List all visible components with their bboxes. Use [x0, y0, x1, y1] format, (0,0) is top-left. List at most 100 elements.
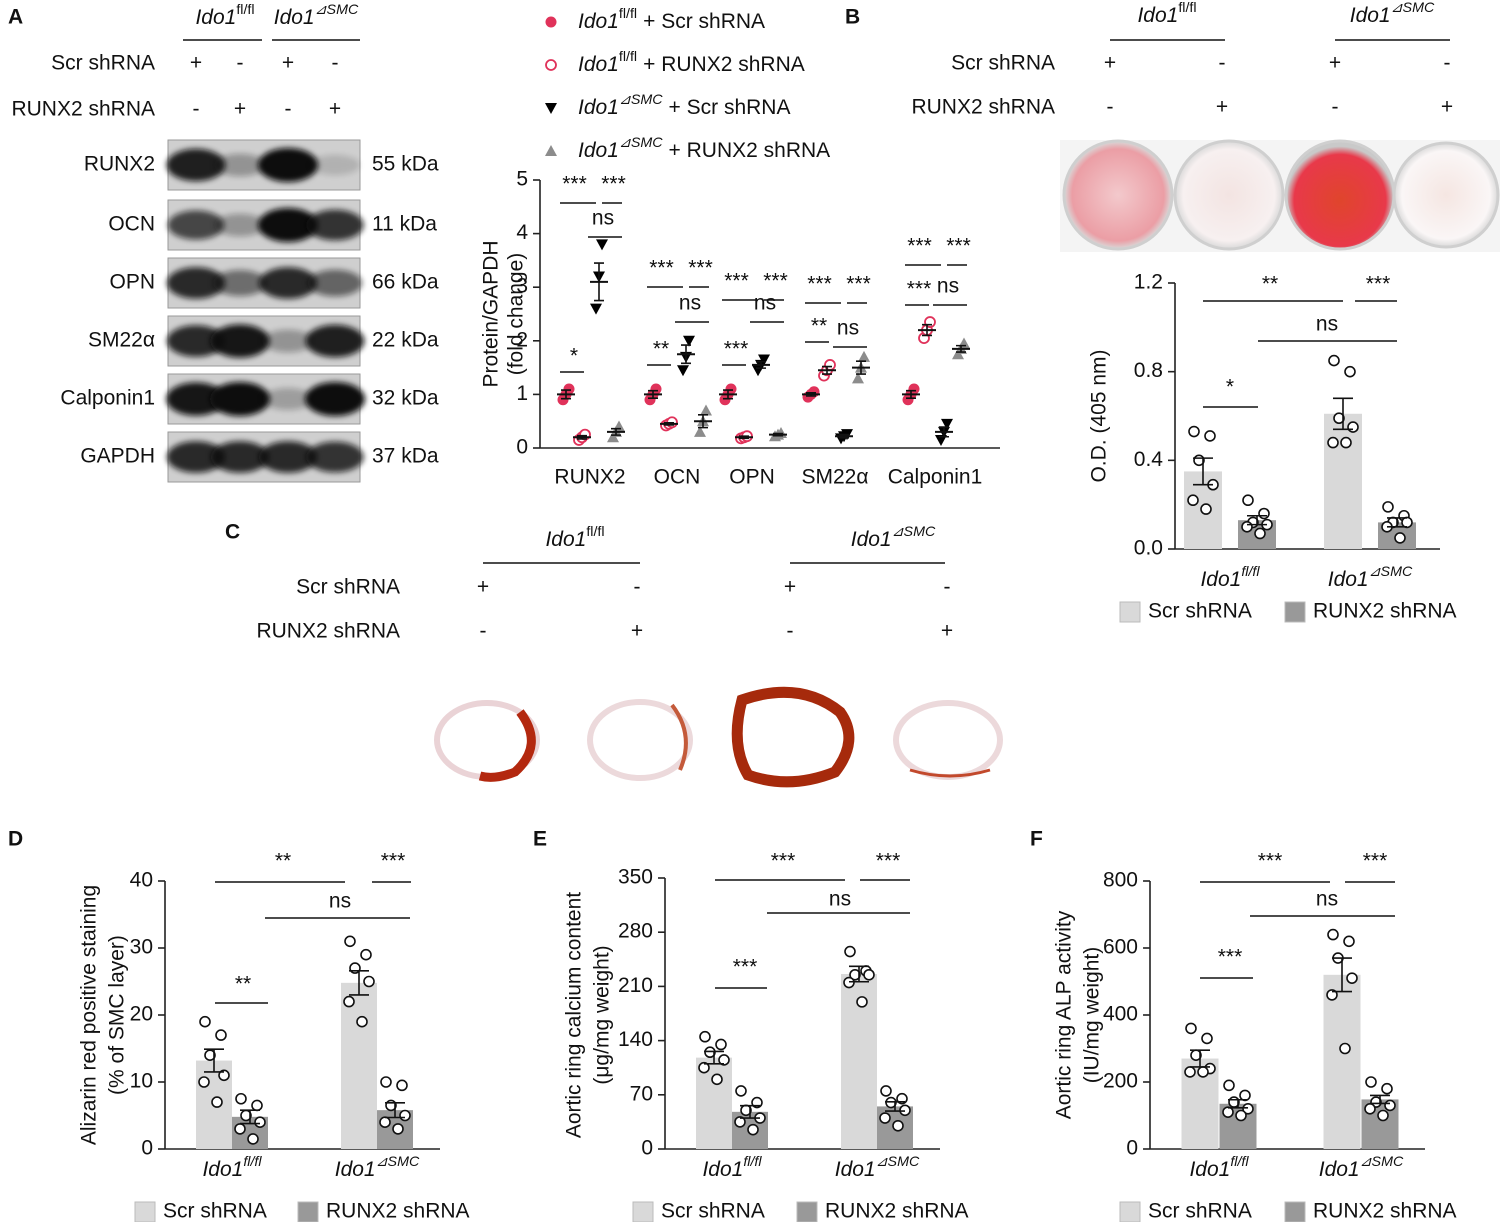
data-point: [1364, 1103, 1376, 1115]
significance-label: ***: [733, 956, 758, 979]
x-tick-label: Calponin1: [888, 466, 983, 489]
data-point: [1382, 501, 1394, 513]
aortic-ring-stain: [670, 703, 688, 771]
data-point: [958, 337, 970, 349]
protein-label: GAPDH: [80, 445, 155, 468]
blot-band: [213, 270, 267, 296]
significance-label: ***: [771, 850, 796, 873]
genotype-name: Ido1: [702, 1158, 743, 1181]
y-tick-label: 200: [1103, 1070, 1138, 1093]
significance-label: ns: [837, 317, 859, 340]
genotype-name: Ido1: [578, 139, 619, 162]
protein-size: 11 kDa: [372, 213, 437, 236]
data-point: [199, 1015, 211, 1028]
genotype-label: Ido1fl/fl: [545, 524, 604, 551]
blot-band: [262, 329, 314, 353]
genotype-superscript: ⊿SMC: [315, 2, 359, 18]
data-point: [1343, 935, 1355, 948]
data-point: [218, 1069, 230, 1082]
significance-label: **: [235, 973, 251, 996]
blot-band: [210, 441, 270, 473]
genotype-label: Ido1fl/fl: [1137, 0, 1196, 27]
treatment-sign: +: [190, 52, 202, 75]
treatment-sign: +: [941, 620, 953, 643]
data-point: [1347, 421, 1359, 433]
significance-label: ***: [763, 270, 788, 293]
treatment-label: RUNX2 shRNA: [256, 620, 400, 643]
data-point: [1184, 1066, 1196, 1078]
data-point: [251, 1099, 263, 1112]
significance-label: ***: [1218, 946, 1243, 969]
protein-label: RUNX2: [84, 153, 155, 176]
genotype-label: Ido1fl/fl: [1200, 564, 1260, 591]
y-tick-label: 0: [641, 1137, 653, 1160]
protein-size: 66 kDa: [372, 271, 439, 294]
y-axis-label: (% of SMC layer): [106, 935, 129, 1095]
data-point: [863, 968, 875, 981]
error-bar: [698, 413, 708, 429]
genotype-label: Ido1⊿SMC + Scr shRNA: [578, 92, 790, 119]
data-point: [1327, 928, 1339, 941]
blot-band: [214, 153, 266, 177]
data-point: [1377, 1109, 1389, 1122]
y-tick-label: 3: [516, 275, 528, 298]
significance-label: ***: [1366, 273, 1391, 296]
aortic-ring-stain: [478, 709, 536, 782]
significance-label: ns: [679, 292, 701, 315]
error-bar: [906, 389, 916, 399]
genotype-superscript: ⊿SMC: [376, 1154, 420, 1170]
blot-band: [167, 210, 225, 240]
data-point: [211, 1096, 223, 1108]
bar: [1324, 413, 1362, 549]
data-point: [856, 996, 868, 1008]
error-bar: [1387, 517, 1407, 528]
error-bar: [577, 434, 587, 440]
blot-band: [166, 441, 226, 473]
significance-label: ***: [876, 850, 901, 873]
error-bar: [956, 344, 966, 353]
legend-text: RUNX2 shRNA: [326, 1200, 470, 1222]
legend-swatch: [632, 1201, 654, 1222]
data-point: [1254, 527, 1266, 540]
panel-letter: F: [1030, 828, 1043, 851]
protein-label: Calponin1: [60, 387, 155, 410]
legend-swatch: [134, 1201, 156, 1222]
data-point: [700, 404, 712, 416]
y-tick-label: 280: [618, 920, 653, 943]
genotype-name: Ido1: [1200, 568, 1241, 591]
legend-text: + Scr shRNA: [643, 10, 765, 33]
genotype-label: Ido1⊿SMC: [274, 2, 359, 29]
y-tick-label: 210: [618, 974, 653, 997]
genotype-label: Ido1fl/fl: [195, 2, 254, 29]
data-point: [1346, 972, 1358, 984]
data-point: [844, 945, 856, 958]
data-point: [545, 145, 557, 156]
data-point: [1333, 412, 1345, 425]
y-tick-label: 40: [130, 869, 153, 892]
data-point: [1326, 989, 1338, 1001]
legend-text: Scr shRNA: [163, 1200, 267, 1222]
significance-label: ***: [1258, 850, 1283, 873]
genotype-label: Ido1⊿SMC: [335, 1154, 420, 1181]
dish-photos: [1060, 139, 1500, 252]
data-point: [1365, 1076, 1377, 1088]
error-bar: [349, 969, 369, 996]
significance-label: *: [570, 345, 578, 368]
genotype-label: Ido1fl/fl: [702, 1154, 762, 1181]
error-bar: [704, 1050, 724, 1065]
legend-swatch: [1284, 1201, 1306, 1222]
treatment-label: Scr shRNA: [296, 576, 400, 599]
dish: [1284, 139, 1396, 251]
legend-text: RUNX2 shRNA: [1313, 1200, 1457, 1222]
y-tick-label: 0: [141, 1137, 153, 1160]
data-point: [254, 1116, 266, 1128]
significance-label: ***: [907, 278, 932, 301]
genotype-name: Ido1: [1189, 1158, 1230, 1181]
significance-label: ***: [381, 850, 406, 873]
y-axis-label: Aortic ring calcium content: [563, 892, 586, 1138]
treatment-sign: -: [480, 620, 487, 643]
blot-band: [166, 325, 226, 357]
y-tick-label: 1: [516, 382, 528, 405]
error-bar: [856, 360, 866, 375]
data-point: [694, 425, 706, 437]
